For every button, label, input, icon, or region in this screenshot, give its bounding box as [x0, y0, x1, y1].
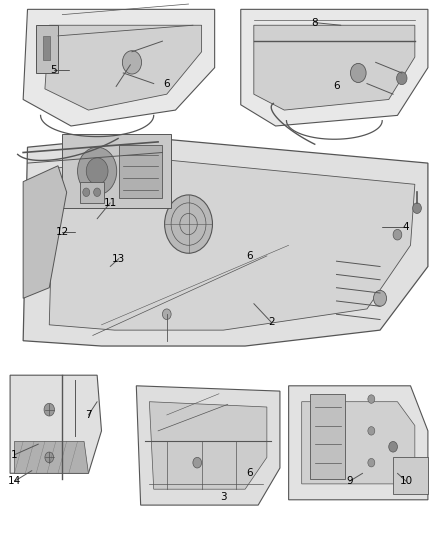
Circle shape [368, 395, 375, 403]
Circle shape [396, 72, 407, 85]
Circle shape [350, 63, 366, 83]
Text: 6: 6 [333, 81, 340, 91]
Text: 2: 2 [268, 317, 275, 327]
Text: 8: 8 [311, 18, 318, 28]
Polygon shape [393, 457, 428, 495]
Polygon shape [241, 10, 428, 126]
Text: 1: 1 [11, 450, 18, 460]
Circle shape [389, 441, 397, 452]
Polygon shape [14, 441, 88, 473]
Text: 3: 3 [220, 492, 226, 502]
Text: 6: 6 [246, 469, 253, 478]
Text: 6: 6 [163, 78, 170, 88]
Text: 10: 10 [399, 477, 413, 486]
Circle shape [162, 309, 171, 319]
Bar [43, 36, 49, 60]
Polygon shape [302, 402, 415, 484]
Circle shape [86, 158, 108, 184]
Text: 11: 11 [103, 198, 117, 208]
Text: 4: 4 [403, 222, 410, 232]
Bar [62, 134, 171, 208]
Text: 14: 14 [8, 477, 21, 486]
Bar [311, 394, 345, 479]
Circle shape [374, 290, 387, 306]
Circle shape [393, 229, 402, 240]
Circle shape [78, 147, 117, 195]
Circle shape [122, 51, 141, 74]
Circle shape [83, 188, 90, 197]
Bar [36, 25, 58, 73]
Text: 13: 13 [112, 254, 126, 263]
Circle shape [368, 458, 375, 467]
Polygon shape [23, 136, 428, 346]
Bar [80, 182, 104, 203]
Text: 6: 6 [246, 251, 253, 261]
Polygon shape [49, 158, 415, 330]
Circle shape [368, 426, 375, 435]
Circle shape [94, 188, 101, 197]
Polygon shape [23, 10, 215, 126]
Polygon shape [23, 166, 67, 298]
Text: 9: 9 [346, 477, 353, 486]
Circle shape [45, 452, 53, 463]
Polygon shape [10, 375, 102, 473]
Polygon shape [289, 386, 428, 500]
Polygon shape [136, 386, 280, 505]
Polygon shape [254, 25, 415, 110]
Text: 12: 12 [56, 227, 69, 237]
Bar [119, 144, 162, 198]
Circle shape [193, 457, 201, 468]
Circle shape [165, 195, 212, 253]
Text: 7: 7 [85, 410, 92, 420]
Polygon shape [45, 25, 201, 110]
Text: 5: 5 [50, 66, 57, 75]
Circle shape [44, 403, 54, 416]
Circle shape [413, 203, 421, 214]
Polygon shape [149, 402, 267, 489]
